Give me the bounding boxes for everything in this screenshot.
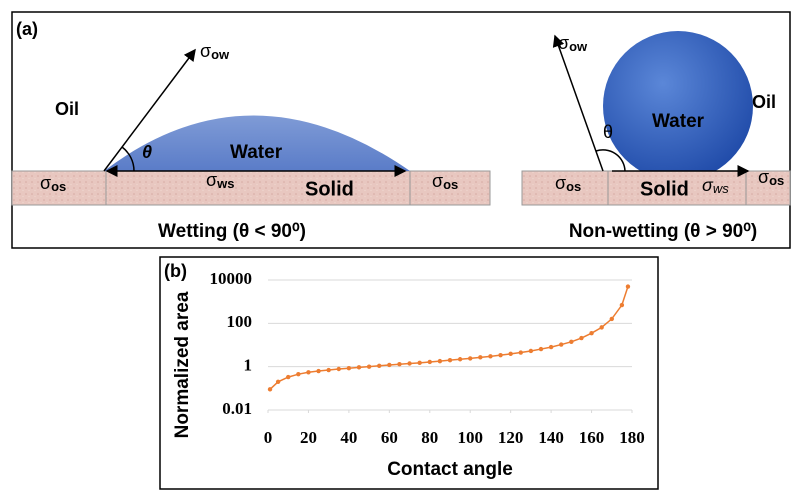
- panel-b-frame: [160, 257, 658, 489]
- data-point: [397, 362, 401, 366]
- x-axis-title: Contact angle: [387, 459, 513, 480]
- y-tick-label: 0.01: [222, 399, 252, 418]
- data-point: [508, 352, 512, 356]
- subscript: ws: [216, 176, 234, 191]
- x-tick-label: 120: [498, 428, 524, 447]
- data-point: [569, 340, 573, 344]
- sigma: σ: [432, 171, 443, 191]
- data-point: [488, 354, 492, 358]
- panel-label: (b): [164, 261, 187, 281]
- angle: θ: [142, 142, 152, 162]
- arrow: [555, 36, 603, 171]
- data-point: [626, 284, 630, 288]
- figure: (a) σow Oil θ Water σos σws Solid σos We…: [0, 0, 800, 490]
- data-point: [478, 355, 482, 359]
- x-tick-label: 140: [538, 428, 564, 447]
- data-point: [438, 359, 442, 363]
- subscript: os: [769, 173, 784, 188]
- drop-label: Water: [230, 142, 283, 163]
- data-point: [539, 347, 543, 351]
- x-tick-label: 20: [300, 428, 317, 447]
- substrate-label: Solid: [640, 178, 689, 200]
- caption: Non-wetting (θ > 90⁰): [569, 221, 757, 242]
- medium: Oil: [752, 92, 776, 112]
- sigma: σ: [558, 33, 569, 53]
- data-point: [276, 380, 280, 384]
- data-point: [448, 358, 452, 362]
- y-tick-label: 10000: [210, 269, 253, 288]
- y-tick-label: 100: [227, 312, 253, 331]
- sigma: σ: [200, 41, 211, 61]
- data-point: [296, 372, 300, 376]
- drop-label: Water: [652, 111, 705, 132]
- subscript: os: [51, 179, 66, 194]
- page: {"panel_a": {"label": "(a)", "wetting": …: [0, 0, 800, 490]
- data-point: [357, 365, 361, 369]
- x-tick-label: 0: [264, 428, 273, 447]
- data-point: [377, 364, 381, 368]
- data-point: [337, 367, 341, 371]
- subscript: os: [566, 179, 581, 194]
- x-tick-label: 80: [421, 428, 438, 447]
- data-point: [519, 350, 523, 354]
- data-point: [428, 360, 432, 364]
- data-point: [306, 370, 310, 374]
- angle: θ: [603, 122, 613, 142]
- drop: [603, 31, 753, 181]
- subscript: os: [443, 177, 458, 192]
- sigma: σ: [40, 173, 51, 193]
- x-tick-label: 100: [457, 428, 483, 447]
- data-point: [620, 303, 624, 307]
- data-point: [599, 325, 603, 329]
- subscript: ow: [569, 39, 588, 54]
- substrate-label: Solid: [305, 178, 354, 200]
- sigma-label: σos: [758, 167, 784, 189]
- y-tick-label: 1: [244, 356, 253, 375]
- sigma: σ: [555, 173, 566, 193]
- sigma: σ: [758, 167, 769, 187]
- data-point: [316, 369, 320, 373]
- data-point: [549, 345, 553, 349]
- sigma-label: σow: [200, 41, 230, 63]
- x-tick-label: 160: [579, 428, 605, 447]
- medium: Oil: [55, 99, 79, 119]
- panel-label: (a): [16, 19, 38, 39]
- x-tick-label: 60: [381, 428, 398, 447]
- substrate: [12, 171, 490, 205]
- x-tick-label: 180: [619, 428, 645, 447]
- data-point: [458, 357, 462, 361]
- data-point: [559, 342, 563, 346]
- data-point: [268, 387, 272, 391]
- data-point: [529, 349, 533, 353]
- y-axis-title: Normalized area: [172, 291, 193, 438]
- caption: Wetting (θ < 90⁰): [158, 221, 306, 242]
- subscript: ow: [211, 47, 230, 62]
- x-tick-label: 40: [340, 428, 357, 447]
- data-point: [326, 368, 330, 372]
- data-point: [589, 331, 593, 335]
- data-point: [468, 356, 472, 360]
- data-point: [286, 375, 290, 379]
- sigma-label: σow: [558, 33, 588, 55]
- sigma: σ: [206, 170, 217, 190]
- data-point: [610, 317, 614, 321]
- subscript: ws: [713, 181, 729, 196]
- data-point: [579, 336, 583, 340]
- data-point: [387, 363, 391, 367]
- data-point: [347, 366, 351, 370]
- data-point: [367, 364, 371, 368]
- data-point: [417, 361, 421, 365]
- data-point: [498, 353, 502, 357]
- data-point: [407, 361, 411, 365]
